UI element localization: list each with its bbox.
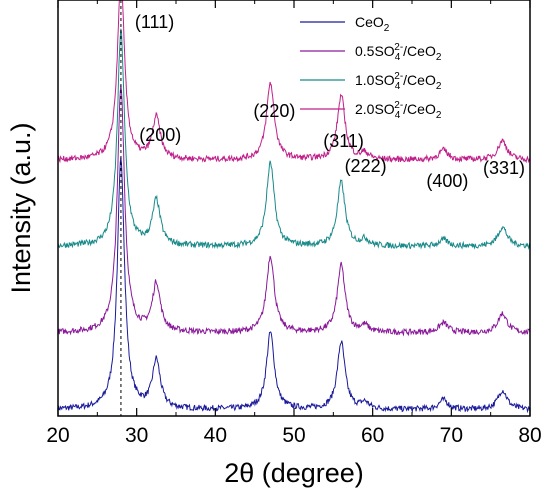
- peak-label: (220): [253, 101, 295, 121]
- x-tick-label: 80: [518, 424, 541, 447]
- legend-label: 0.5SO42-/CeO2: [355, 42, 442, 63]
- legend-item: 0.5SO42-/CeO2: [300, 42, 442, 63]
- legend-label: CeO2: [355, 14, 390, 34]
- ticks-layer: 20 30 40 50 60 70 80: [46, 0, 542, 447]
- x-tick-label: 60: [361, 424, 384, 447]
- legend-prefix: 0.5SO: [355, 43, 395, 59]
- legend-sub1: 4: [395, 110, 401, 121]
- series-line-2: [57, 85, 531, 337]
- series-line-1: [57, 157, 531, 414]
- x-tick-label: 50: [282, 424, 305, 447]
- legend-sub2: 2: [436, 52, 442, 63]
- legend-sub1: 4: [395, 52, 401, 63]
- x-axis-title: 2θ (degree): [224, 458, 364, 488]
- x-tick-label: 40: [204, 424, 227, 447]
- series-3: [57, 28, 531, 251]
- legend-sub1: 4: [395, 81, 401, 92]
- legend-mid: /CeO: [403, 101, 436, 117]
- legend-sup: 2-: [394, 100, 403, 111]
- peak-label: (331): [483, 158, 525, 178]
- series-4: [57, 0, 531, 164]
- x-tick-label: 70: [440, 424, 463, 447]
- legend-prefix: 2.0SO: [355, 101, 395, 117]
- legend-mid: /CeO: [403, 43, 436, 59]
- legend-label: 1.0SO42-/CeO2: [355, 71, 442, 92]
- series-1: [57, 157, 531, 414]
- legend-sub2: 2: [436, 110, 442, 121]
- peak-label: (222): [345, 156, 387, 176]
- legend-sup: 2-: [394, 71, 403, 82]
- legend-prefix: CeO: [355, 14, 384, 30]
- peak-label: (400): [426, 171, 468, 191]
- legend: CeO20.5SO42-/CeO21.0SO42-/CeO22.0SO42-/C…: [300, 14, 442, 121]
- series-line-3: [57, 28, 531, 251]
- peak-labels-layer: (111) (200) (220) (311) (222) (400) (331): [135, 12, 525, 191]
- legend-label: 2.0SO42-/CeO2: [355, 100, 442, 121]
- legend-prefix: 1.0SO: [355, 72, 395, 88]
- peak-label: (311): [323, 131, 364, 151]
- legend-sub1: 2: [384, 23, 390, 34]
- x-tick-label: 30: [125, 424, 148, 447]
- x-tick-label: 20: [46, 424, 69, 447]
- peak-label: (200): [139, 125, 181, 145]
- legend-sub2: 2: [436, 81, 442, 92]
- legend-item: CeO2: [300, 14, 390, 34]
- legend-sup: 2-: [394, 42, 403, 53]
- y-axis-title: Intensity (a.u.): [6, 122, 36, 293]
- legend-mid: /CeO: [403, 72, 436, 88]
- series-2: [57, 85, 531, 337]
- legend-item: 1.0SO42-/CeO2: [300, 71, 442, 92]
- legend-item: 2.0SO42-/CeO2: [300, 100, 442, 121]
- peak-label: (111): [135, 12, 174, 32]
- series-line-4: [57, 0, 531, 164]
- series-layer: [57, 0, 531, 414]
